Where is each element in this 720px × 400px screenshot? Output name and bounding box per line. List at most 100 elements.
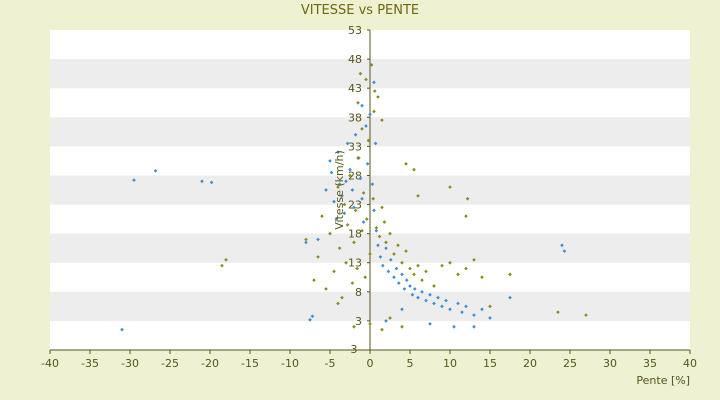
data-point [344,260,348,265]
data-point [384,246,388,251]
data-point [444,298,448,303]
data-point [320,214,324,219]
data-point [372,89,377,93]
x-tick-label: 15 [483,357,497,370]
data-point [340,295,344,300]
data-point [209,180,214,185]
data-point [480,307,484,312]
data-point [480,275,484,280]
data-point [368,321,372,326]
y-bottom-label: 3 [351,343,358,356]
data-point [386,269,391,274]
data-point [380,205,384,210]
data-point [304,240,308,245]
data-point [488,316,492,320]
y-tick-label: 53 [348,24,362,37]
data-point [310,314,315,319]
data-point [352,324,356,329]
data-point [424,298,428,303]
data-point [371,196,376,201]
data-point [336,185,340,189]
data-point [424,269,428,274]
data-point [345,141,350,146]
data-point [348,167,352,172]
data-point [402,287,407,291]
data-point [376,243,380,248]
data-point [416,263,420,268]
data-point [365,161,370,166]
data-point [392,252,396,256]
data-point [377,234,382,239]
data-point [328,231,332,236]
data-point [344,179,348,184]
data-point [508,295,512,300]
data-point [436,295,440,300]
data-point [308,317,312,322]
data-point [334,217,339,221]
data-point [472,313,476,317]
data-point [332,269,336,274]
y-tick-label: 23 [348,199,362,212]
data-point [373,141,378,146]
x-tick-label: 40 [683,357,697,370]
x-tick-label: 10 [443,357,457,370]
data-point [408,284,412,288]
data-point [356,156,361,160]
x-tick-label: 30 [603,357,617,370]
data-point [428,292,432,297]
x-tick-label: -20 [201,357,219,370]
data-point [374,228,379,233]
data-point [584,313,588,317]
data-point [329,170,334,175]
data-point [448,185,452,189]
data-point [336,150,340,155]
y-tick-label: 8 [355,286,362,299]
data-point [370,182,375,187]
x-ticks: -40 -35 -30 -25 -20 -15 -10 -5 0 5 10 15 20 25 30 35 40 [41,350,697,370]
data-point [358,176,363,181]
data-point [355,266,360,271]
x-tick-label: -25 [161,357,179,370]
y-tick-label: 38 [348,111,362,124]
data-point [465,196,470,201]
data-points [120,63,588,332]
y-tick-label: 28 [348,169,362,182]
data-point [412,272,416,277]
x-tick-label: -35 [81,357,99,370]
data-point [374,225,379,230]
data-point [388,257,393,262]
data-point [456,301,460,306]
y-tick-label: 3 [355,315,362,328]
data-point [416,295,420,300]
data-point [380,327,384,332]
data-point [432,301,436,306]
data-point [388,316,392,320]
data-point [328,159,332,163]
data-point [324,188,328,192]
x-tick-label: 25 [563,357,577,370]
data-point [440,304,444,309]
data-point [324,287,328,291]
data-point [472,257,476,262]
data-point [452,324,456,329]
data-point [352,240,356,245]
data-point [352,205,356,210]
data-point [560,243,564,248]
data-point [364,124,368,128]
data-point [400,324,404,329]
data-point [360,196,364,201]
data-point [378,255,383,259]
data-point [350,281,355,285]
data-point [384,319,388,323]
data-point [348,173,352,178]
data-point [472,324,476,329]
data-point [556,310,560,315]
y-tick-label: 18 [348,228,362,241]
data-point [200,179,204,184]
data-point [488,304,492,309]
data-point [220,263,224,268]
data-point [384,240,388,245]
data-point [372,208,376,213]
data-point [396,243,400,248]
